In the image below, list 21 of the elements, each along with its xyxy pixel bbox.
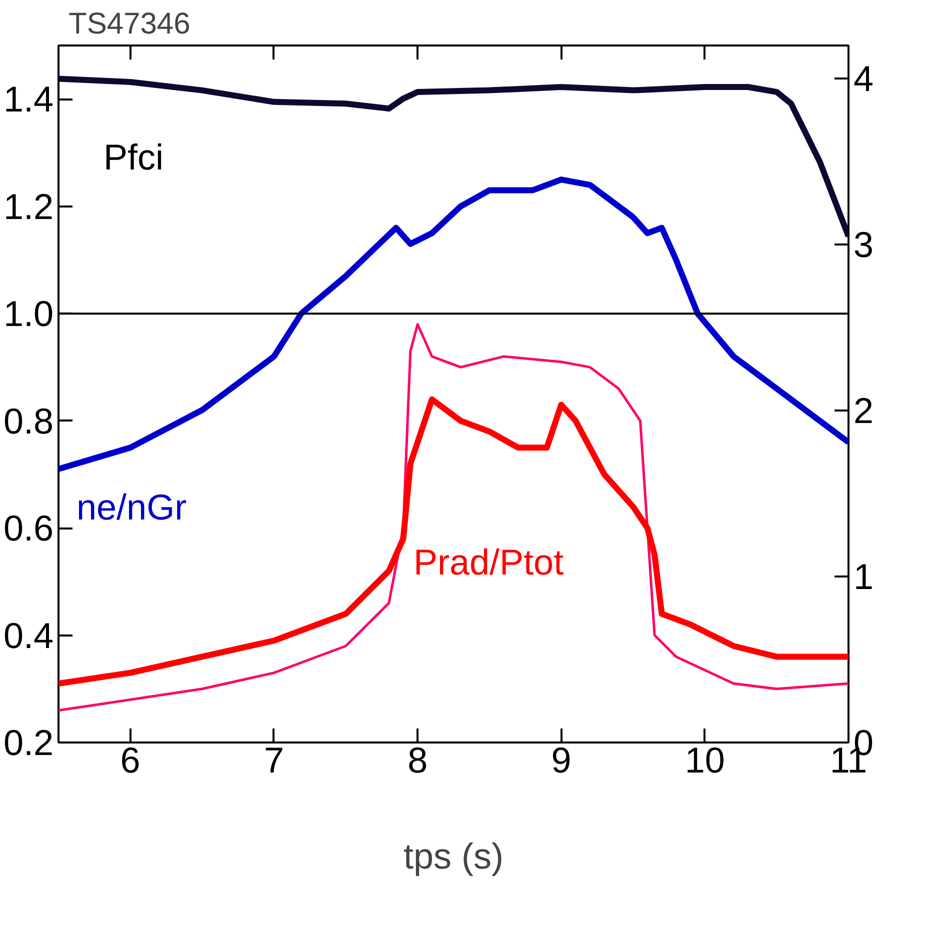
y2-tick-label: 4	[854, 58, 874, 100]
series-label: Prad/Ptot	[414, 542, 564, 582]
y2-tick-label: 1	[854, 556, 874, 598]
series-label: ne/nGr	[76, 486, 187, 528]
x-tick-label: 9	[551, 740, 572, 780]
x-tick-label: 10	[684, 740, 725, 780]
series-label: Pfci	[104, 136, 164, 178]
chart-title: TS47346	[68, 8, 190, 40]
y-tick-label: 0.4	[3, 614, 54, 656]
x-axis-title: tps (s)	[404, 836, 504, 876]
y2-tick-label: 2	[854, 390, 874, 432]
x-tick-label: 6	[120, 740, 140, 780]
x-tick-label: 8	[408, 740, 428, 780]
y-tick-label: 1.2	[3, 186, 54, 227]
y-tick-label: 0.8	[3, 400, 54, 442]
y-tick-label: 0.2	[3, 722, 54, 763]
y-tick-label: 0.6	[3, 508, 54, 549]
y-tick-label: 1.0	[3, 293, 54, 334]
y-tick-label: 1.4	[3, 78, 54, 120]
x-tick-label: 7	[264, 740, 284, 780]
y2-tick-label: 3	[854, 224, 874, 266]
